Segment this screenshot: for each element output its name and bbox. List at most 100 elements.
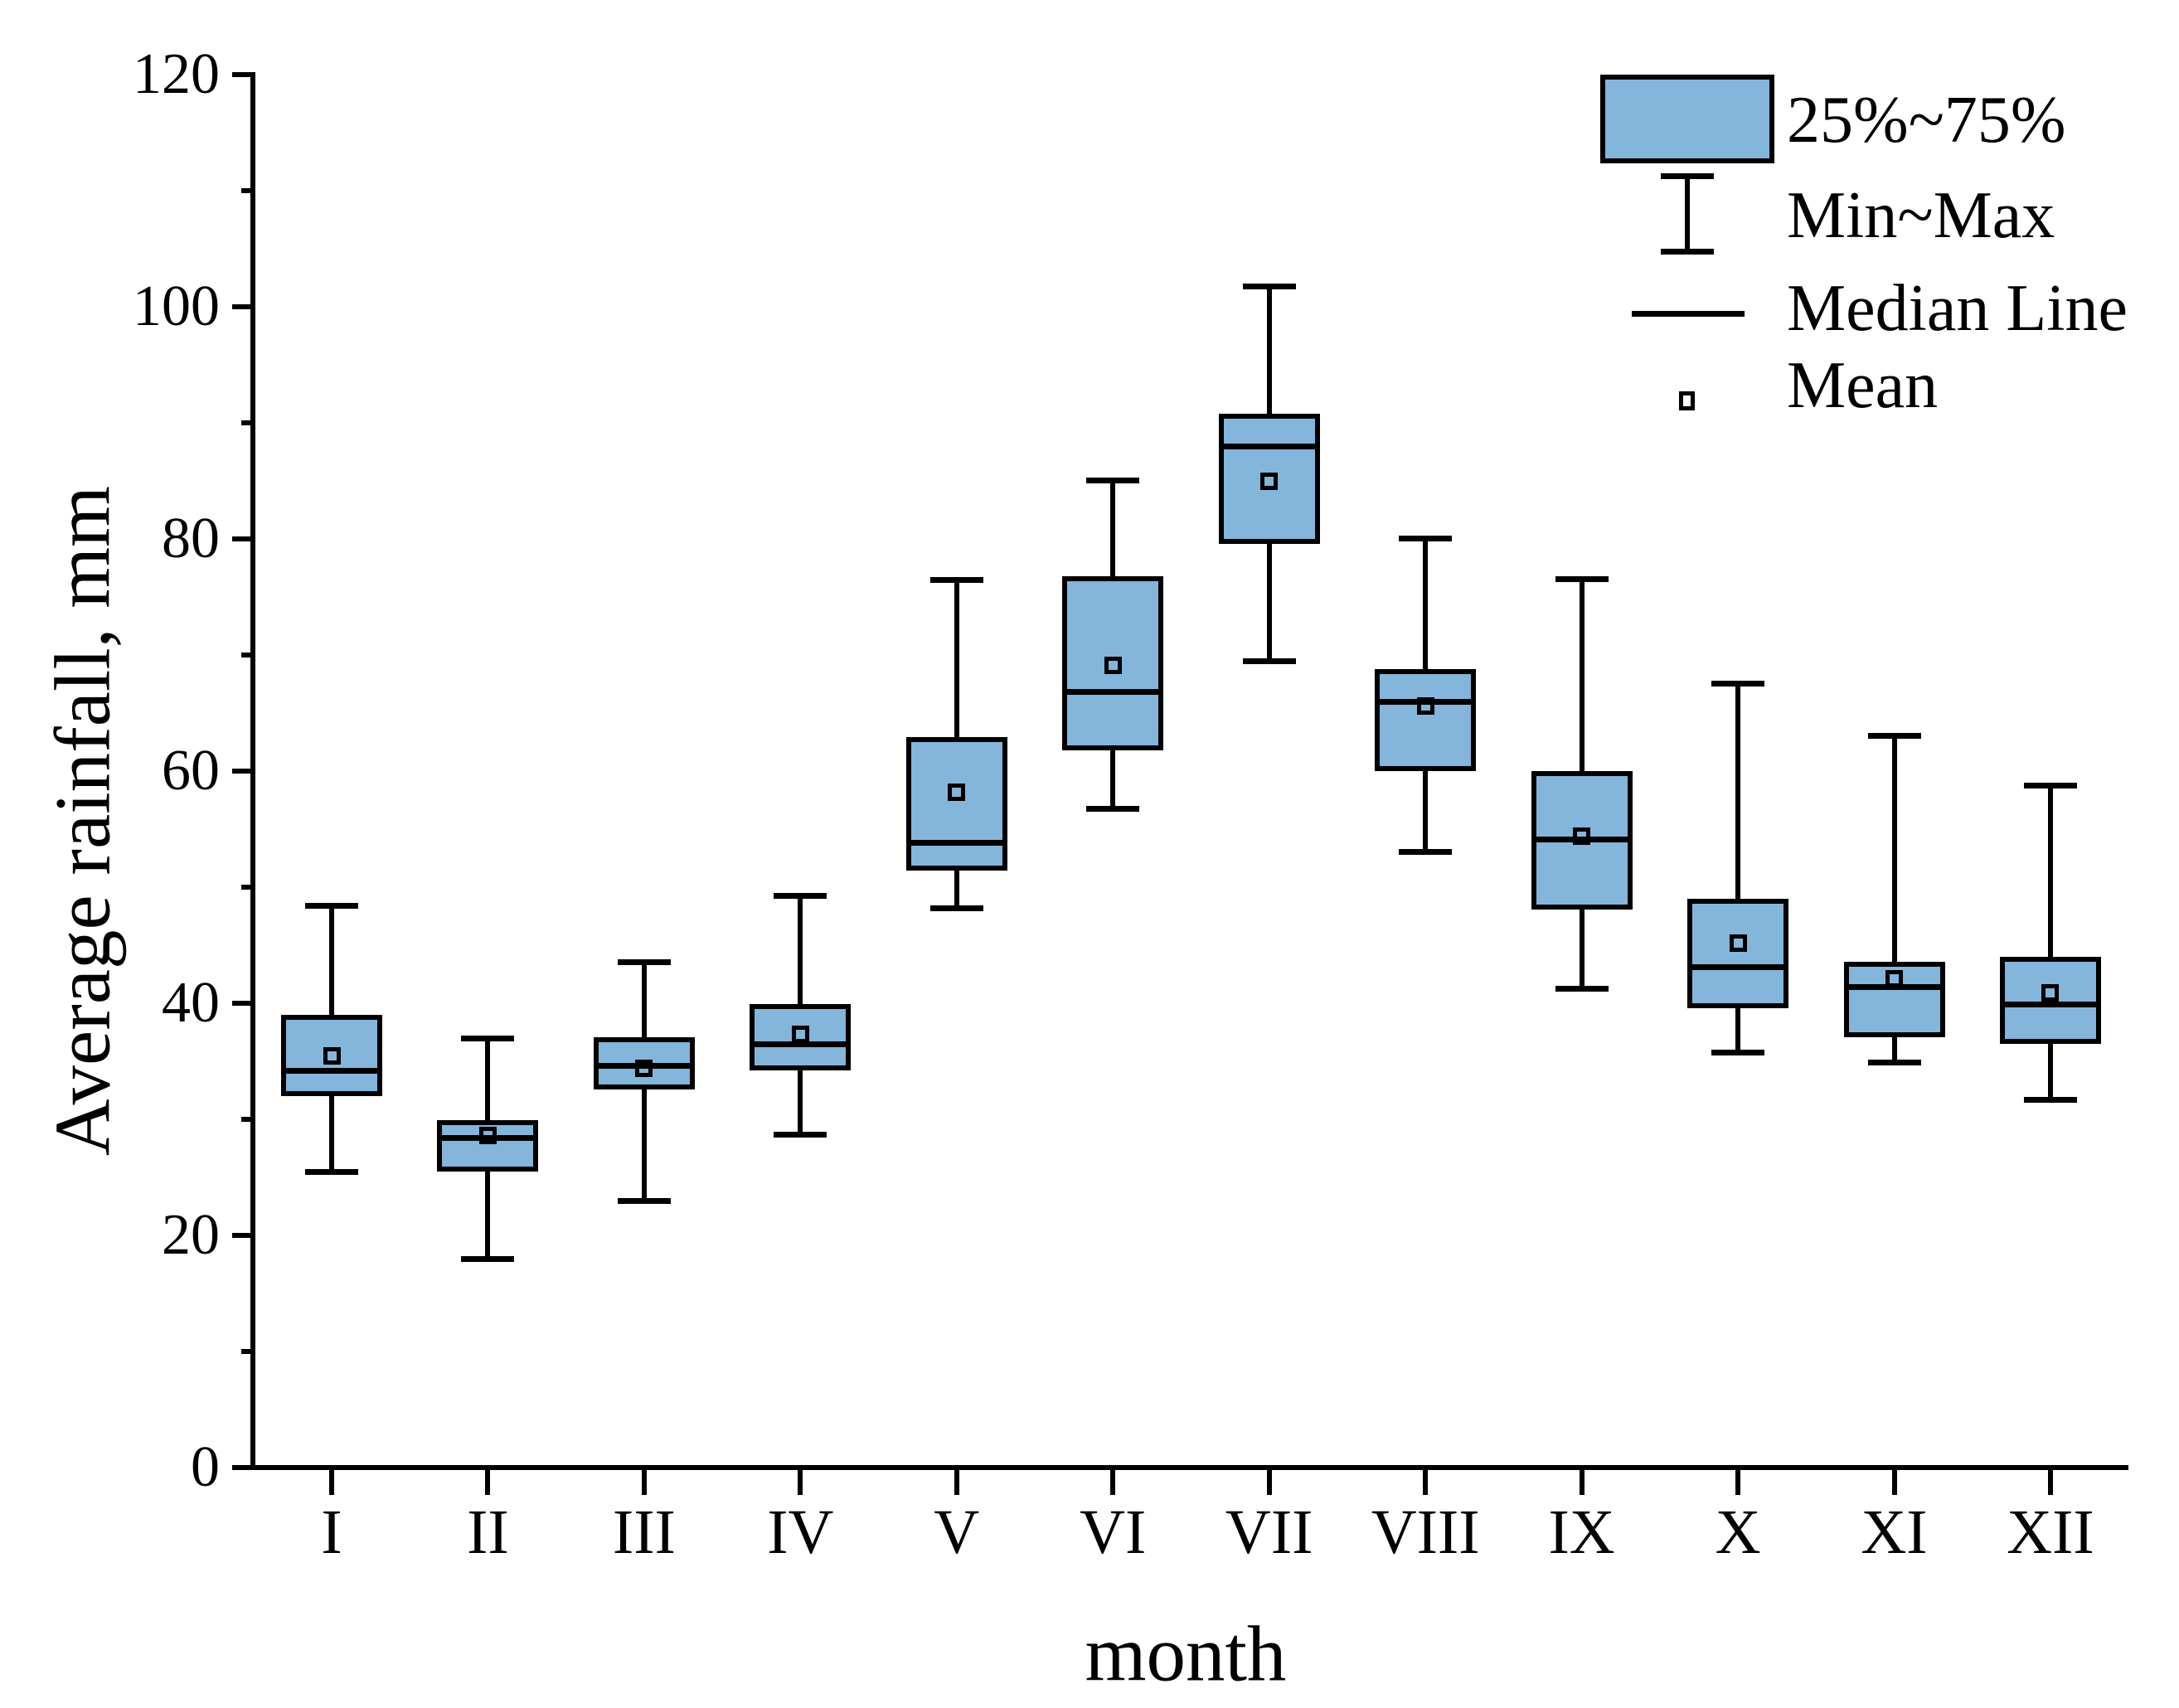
whisker-cap-max (1867, 732, 1921, 739)
whisker-cap-min (1399, 848, 1453, 855)
median-line (905, 840, 1007, 847)
whisker-cap-max (1242, 283, 1296, 289)
whisker-cap-max (1555, 575, 1609, 582)
whisker-cap-min (1555, 985, 1609, 992)
mean-marker (2041, 983, 2060, 1002)
x-tick-label: III (612, 1497, 676, 1567)
legend-label-mean: Mean (1787, 349, 1939, 422)
x-tick (1110, 1470, 1116, 1495)
whisker-cap-min (461, 1256, 515, 1262)
mean-marker (635, 1059, 653, 1077)
y-minor-tick (241, 1117, 253, 1122)
y-major-tick (232, 72, 254, 77)
mean-marker (323, 1046, 341, 1065)
whisker-line (1891, 735, 1897, 1063)
x-tick-label: XII (2007, 1497, 2094, 1567)
x-tick-label: VIII (1371, 1497, 1480, 1567)
x-tick (1423, 1470, 1429, 1495)
whisker-cap-max (1711, 680, 1765, 687)
x-tick (1579, 1470, 1585, 1495)
y-minor-tick (241, 653, 253, 657)
whisker-cap-max (929, 577, 983, 583)
x-tick-label: XI (1861, 1497, 1928, 1567)
whisker-cap-max (1399, 535, 1453, 541)
whisker-cap-min (774, 1132, 827, 1138)
mean-marker (1573, 827, 1591, 845)
y-tick-label: 80 (162, 507, 220, 570)
whisker-cap-max (461, 1036, 515, 1041)
boxplot-box-VIII (1375, 668, 1477, 771)
mean-marker (791, 1026, 809, 1044)
x-tick-label: II (467, 1497, 509, 1567)
y-major-tick (232, 769, 254, 774)
x-axis-line (250, 1465, 2128, 1470)
whisker-cap-min (2023, 1097, 2077, 1104)
x-tick (641, 1470, 647, 1495)
boxplot-box-X (1687, 899, 1789, 1008)
y-tick-label: 20 (162, 1203, 220, 1267)
whisker-cap-min (1867, 1060, 1921, 1066)
x-tick-label: V (934, 1497, 980, 1567)
y-major-tick (232, 304, 254, 309)
median-line (1218, 443, 1320, 449)
boxplot-box-VI (1062, 575, 1164, 750)
whisker-cap-min (617, 1198, 671, 1204)
whisker-cap-max (1086, 477, 1140, 483)
x-tick (1891, 1470, 1897, 1495)
whisker-cap-max (617, 958, 671, 965)
legend-label-iqr: 25%~75% (1787, 84, 2066, 157)
y-major-tick (232, 1001, 254, 1006)
whisker-icon (1661, 249, 1714, 255)
y-tick-label: 60 (162, 739, 220, 803)
whisker-cap-min (1711, 1049, 1765, 1055)
y-minor-tick (241, 188, 253, 193)
median-line (1999, 1001, 2101, 1007)
mean-marker-icon (1679, 391, 1695, 410)
y-major-tick (232, 1465, 254, 1470)
mean-marker (478, 1127, 497, 1145)
x-tick (798, 1470, 803, 1495)
mean-marker (1416, 697, 1434, 716)
median-line (1687, 964, 1789, 971)
x-tick (1266, 1470, 1272, 1495)
mean-marker (948, 783, 966, 801)
x-tick-label: VI (1080, 1497, 1147, 1567)
x-tick (485, 1470, 491, 1495)
whisker-cap-min (1242, 658, 1296, 664)
x-tick-label: IV (767, 1497, 834, 1567)
median-line (437, 1134, 539, 1141)
y-tick-label: 0 (191, 1435, 220, 1499)
median-line-icon (1632, 311, 1745, 317)
mean-marker (1260, 472, 1279, 490)
x-tick (2047, 1470, 2053, 1495)
x-tick-label: X (1715, 1497, 1761, 1567)
x-axis-title: month (1085, 1609, 1287, 1698)
y-tick-label: 40 (162, 971, 220, 1035)
x-tick (329, 1470, 334, 1495)
median-line (281, 1067, 382, 1074)
whisker-cap-max (774, 892, 827, 899)
y-axis-title: Average rainfall, mm (38, 485, 127, 1157)
boxplot-box-IV (750, 1004, 852, 1071)
mean-marker (1729, 934, 1747, 952)
legend-label-minmax: Min~Max (1787, 179, 2055, 252)
y-major-tick (232, 1233, 254, 1238)
x-tick (1735, 1470, 1741, 1495)
boxplot-box-VII (1218, 413, 1320, 544)
whisker-cap-min (305, 1169, 358, 1175)
legend-label-median: Median Line (1787, 272, 2128, 345)
whisker-cap-min (1086, 805, 1140, 812)
y-major-tick (232, 536, 254, 541)
x-tick-label: IX (1548, 1497, 1615, 1567)
legend-box-swatch-icon (1600, 75, 1774, 163)
x-tick-label: VII (1225, 1497, 1313, 1567)
mean-marker (1885, 970, 1903, 988)
median-line (1531, 837, 1633, 843)
y-tick-label: 100 (133, 274, 220, 338)
boxplot-box-I (281, 1015, 382, 1096)
whisker-cap-min (929, 905, 983, 912)
y-tick-label: 120 (133, 42, 220, 106)
whisker-line (2047, 784, 2053, 1100)
whisker-line (1735, 682, 1741, 1052)
